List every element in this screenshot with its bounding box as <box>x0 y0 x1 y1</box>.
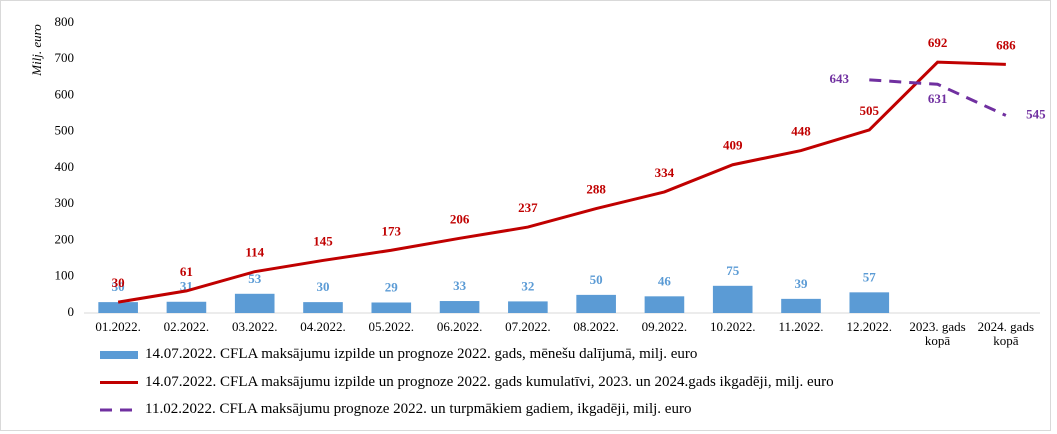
line-value-label: 631 <box>928 91 948 106</box>
bar <box>781 298 821 313</box>
y-tick-label: 400 <box>55 159 75 174</box>
x-tick-label: 09.2022. <box>641 319 688 334</box>
y-tick-label: 700 <box>55 50 75 65</box>
bar <box>712 285 753 313</box>
y-tick-label: 200 <box>55 231 75 246</box>
line-value-label: 30 <box>112 275 125 290</box>
bar-value-label: 39 <box>795 276 809 291</box>
line-value-label: 114 <box>245 245 264 260</box>
line-value-label: 288 <box>586 182 606 197</box>
bar <box>303 302 343 313</box>
line-value-label: 505 <box>860 103 880 118</box>
legend-swatch <box>100 351 138 359</box>
line-value-label: 692 <box>928 35 948 50</box>
x-tick-label: 2024. gads kopā <box>977 319 1035 348</box>
bar <box>644 296 685 313</box>
line-value-label: 686 <box>996 37 1016 52</box>
line-value-label: 334 <box>655 165 675 180</box>
bar <box>576 294 616 313</box>
legend-label: 14.07.2022. CFLA maksājumu izpilde un pr… <box>145 346 698 362</box>
x-tick-label: 07.2022. <box>505 319 551 334</box>
y-tick-label: 600 <box>55 86 75 101</box>
x-tick-label: 10.2022. <box>709 319 756 334</box>
x-tick-label: 2023. gads kopā <box>909 319 966 348</box>
line-value-label: 206 <box>450 211 470 226</box>
line <box>117 60 1006 304</box>
bar-value-label: 29 <box>385 279 399 294</box>
bar-value-label: 30 <box>317 279 330 294</box>
bar <box>166 301 207 313</box>
y-tick-label: 0 <box>68 304 75 319</box>
x-tick-label: 04.2022. <box>300 319 346 334</box>
x-tick-label: 01.2022. <box>95 319 141 334</box>
y-tick-label: 500 <box>55 123 75 138</box>
bar <box>508 301 548 313</box>
y-tick-label: 800 <box>55 14 75 29</box>
line-value-label: 643 <box>830 71 850 86</box>
bar-value-label: 32 <box>521 278 534 293</box>
x-tick-label: 08.2022. <box>573 319 619 334</box>
line-value-label: 145 <box>313 233 333 248</box>
bar-value-label: 46 <box>658 273 672 288</box>
bar-value-label: 30 <box>112 279 125 294</box>
y-axis-label: Milj. euro <box>29 24 44 77</box>
bar-value-label: 50 <box>590 272 603 287</box>
dashed-line <box>869 78 1007 117</box>
bar <box>234 293 275 313</box>
bar <box>849 292 890 313</box>
line-value-label: 173 <box>382 223 402 238</box>
bar <box>98 302 138 313</box>
line-value-label: 61 <box>180 264 193 279</box>
legend-label: 14.07.2022. CFLA maksājumu izpilde un pr… <box>145 373 834 390</box>
y-tick-label: 300 <box>55 195 75 210</box>
bar <box>439 301 480 313</box>
x-tick-label: 11.2022. <box>778 319 824 334</box>
line-value-label: 545 <box>1026 106 1046 121</box>
x-tick-label: 03.2022. <box>231 319 278 334</box>
x-tick-label: 06.2022. <box>436 319 483 334</box>
x-tick-label: 12.2022. <box>846 319 893 334</box>
bar-value-label: 53 <box>248 271 262 286</box>
line-value-label: 448 <box>791 124 811 139</box>
line-value-label: 409 <box>723 138 743 153</box>
bar-value-label: 75 <box>726 263 740 278</box>
bar-value-label: 33 <box>453 278 467 293</box>
y-tick-label: 100 <box>55 268 75 283</box>
bar-value-label: 57 <box>863 269 877 284</box>
x-tick-label: 05.2022. <box>368 319 415 334</box>
x-tick-label: 02.2022. <box>163 319 210 334</box>
bar <box>371 302 412 313</box>
line-value-label: 237 <box>518 200 538 215</box>
legend-label: 11.02.2022. CFLA maksājumu prognoze 2022… <box>145 401 692 417</box>
